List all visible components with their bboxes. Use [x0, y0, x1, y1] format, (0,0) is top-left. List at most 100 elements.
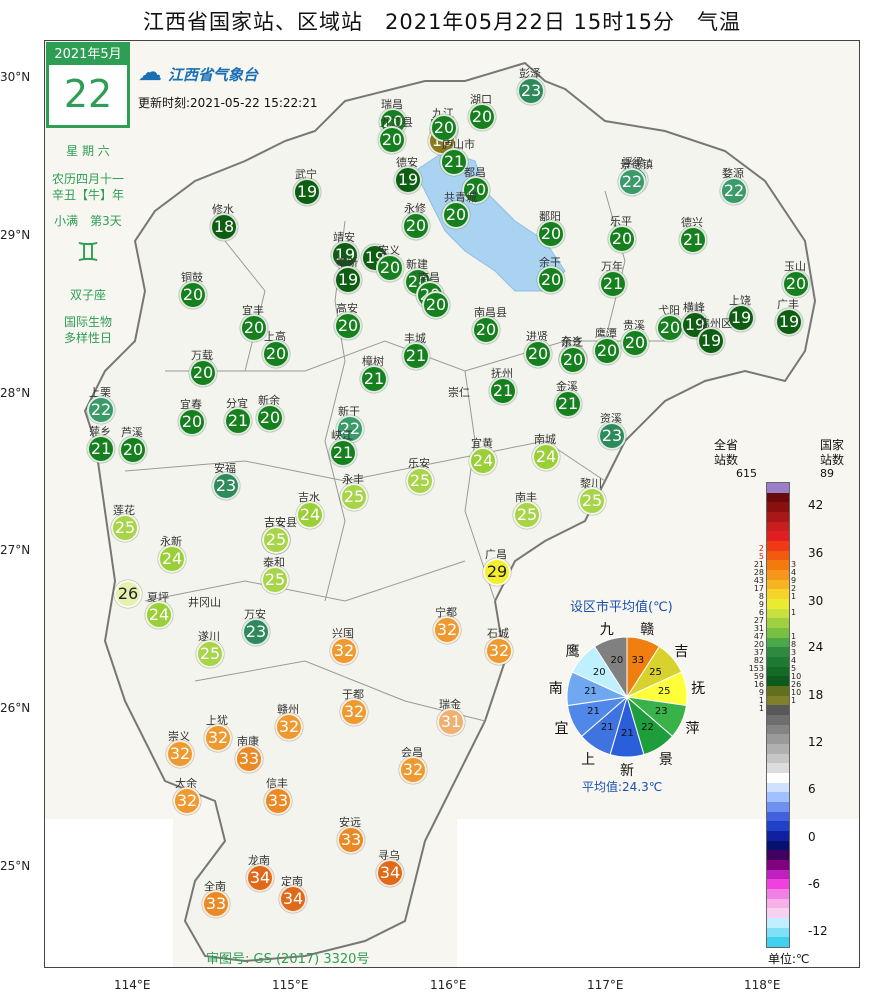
- station-temp-marker[interactable]: 21: [360, 365, 388, 393]
- station-temp-marker[interactable]: 21: [87, 435, 115, 463]
- station-temp-marker[interactable]: 20: [524, 340, 552, 368]
- station-temp-marker[interactable]: 32: [204, 724, 232, 752]
- station-temp-marker[interactable]: 19: [394, 166, 422, 194]
- station-temp-marker[interactable]: 20: [430, 114, 458, 142]
- station-temp-marker[interactable]: 21: [679, 226, 707, 254]
- station-temp-marker[interactable]: 32: [166, 740, 194, 768]
- station-temp-marker[interactable]: 20: [240, 314, 268, 342]
- station-temp-marker[interactable]: 34: [279, 885, 307, 913]
- station-temp-marker[interactable]: 25: [196, 640, 224, 668]
- station-temp-marker[interactable]: 23: [242, 618, 270, 646]
- station-temp-marker[interactable]: 22: [720, 177, 748, 205]
- station-temp-marker[interactable]: 33: [264, 787, 292, 815]
- station-temp-marker[interactable]: 26: [114, 580, 142, 608]
- station-temp-marker[interactable]: 20: [537, 266, 565, 294]
- station-temp-marker[interactable]: 20: [559, 346, 587, 374]
- station-temp-marker[interactable]: 23: [212, 472, 240, 500]
- station-temp-marker[interactable]: 34: [246, 864, 274, 892]
- pie-slice-label-0: 赣: [640, 621, 655, 638]
- pie-slice-label-5: 新: [620, 763, 634, 779]
- color-scale-step: [767, 550, 789, 561]
- station-temp-marker[interactable]: 22: [87, 396, 115, 424]
- color-scale-step: [767, 802, 789, 813]
- station-name-68: 莲花: [113, 504, 135, 517]
- station-temp-marker[interactable]: 33: [202, 890, 230, 918]
- station-temp-marker[interactable]: 21: [224, 407, 252, 435]
- station-temp-marker[interactable]: 18: [210, 213, 238, 241]
- station-name-94: 定南: [281, 875, 303, 888]
- station-name-12: 景德镇: [620, 158, 653, 171]
- station-temp-marker[interactable]: 20: [262, 340, 290, 368]
- station-temp-marker[interactable]: 20: [462, 176, 490, 204]
- station-temp-marker[interactable]: 20: [376, 254, 404, 282]
- station-temp-marker[interactable]: 19: [727, 304, 755, 332]
- station-temp-marker[interactable]: 32: [330, 637, 358, 665]
- station-temp-marker[interactable]: 32: [340, 698, 368, 726]
- station-temp-marker[interactable]: 32: [399, 756, 427, 784]
- station-temp-marker[interactable]: 20: [537, 220, 565, 248]
- station-temp-marker[interactable]: 20: [378, 126, 406, 154]
- station-temp-marker[interactable]: 20: [593, 337, 621, 365]
- station-temp-marker[interactable]: 20: [782, 270, 810, 298]
- station-temp-marker[interactable]: 25: [578, 487, 606, 515]
- station-temp-marker[interactable]: 20: [402, 212, 430, 240]
- station-temp-marker[interactable]: 24: [145, 601, 173, 629]
- legend-tick-label: 36: [808, 546, 824, 560]
- station-temp-marker[interactable]: 33: [337, 826, 365, 854]
- station-temp-marker[interactable]: 19: [681, 311, 709, 339]
- station-temp-marker[interactable]: 20: [179, 281, 207, 309]
- station-temp-marker[interactable]: 25: [406, 467, 434, 495]
- station-temp-marker[interactable]: 25: [111, 514, 139, 542]
- station-name-8: 德安: [396, 156, 418, 169]
- station-temp-marker[interactable]: 33: [235, 745, 263, 773]
- station-temp-marker[interactable]: 19: [334, 266, 362, 294]
- station-temp-marker[interactable]: 25: [261, 566, 289, 594]
- station-temp-marker[interactable]: 34: [376, 859, 404, 887]
- station-temp-marker[interactable]: 19: [697, 327, 725, 355]
- station-temp-marker[interactable]: 21: [440, 148, 468, 176]
- station-temp-marker[interactable]: 19: [293, 178, 321, 206]
- station-temp-marker[interactable]: 20: [442, 201, 470, 229]
- station-temp-marker[interactable]: 20: [422, 291, 450, 319]
- station-temp-marker[interactable]: 32: [433, 616, 461, 644]
- station-temp-marker[interactable]: 20: [656, 314, 684, 342]
- station-temp-marker[interactable]: 21: [599, 270, 627, 298]
- station-temp-marker[interactable]: 31: [437, 708, 465, 736]
- station-temp-marker[interactable]: 23: [598, 422, 626, 450]
- station-temp-marker[interactable]: 24: [296, 501, 324, 529]
- station-temp-marker[interactable]: 32: [485, 637, 513, 665]
- station-temp-marker[interactable]: 21: [554, 390, 582, 418]
- station-temp-marker[interactable]: 19: [775, 308, 803, 336]
- station-temp-marker[interactable]: 25: [262, 526, 290, 554]
- station-temp-marker[interactable]: 25: [513, 501, 541, 529]
- color-scale-step: [767, 618, 789, 629]
- legend-national-count: 8: [791, 640, 797, 649]
- station-temp-marker[interactable]: 20: [178, 408, 206, 436]
- station-temp-marker[interactable]: 20: [189, 359, 217, 387]
- station-name-60: 宜黄: [471, 437, 493, 450]
- station-temp-marker[interactable]: 21: [489, 377, 517, 405]
- station-temp-marker[interactable]: 24: [469, 447, 497, 475]
- station-temp-marker[interactable]: 22: [336, 415, 364, 443]
- station-temp-marker[interactable]: 22: [618, 168, 646, 196]
- station-temp-marker[interactable]: 20: [608, 225, 636, 253]
- station-temp-marker[interactable]: 32: [173, 787, 201, 815]
- legend-province-count: 82: [753, 656, 764, 665]
- station-temp-marker[interactable]: 25: [340, 483, 368, 511]
- station-name-37: 上饶: [729, 294, 751, 307]
- station-temp-marker[interactable]: 24: [158, 545, 186, 573]
- station-temp-marker[interactable]: 20: [468, 103, 496, 131]
- station-temp-marker[interactable]: 20: [256, 404, 284, 432]
- station-temp-marker[interactable]: 21: [329, 439, 357, 467]
- station-temp-marker[interactable]: 21: [402, 342, 430, 370]
- station-temp-marker[interactable]: 32: [275, 713, 303, 741]
- station-temp-marker[interactable]: 20: [472, 316, 500, 344]
- pie-title: 设区市平均值(℃): [570, 600, 673, 615]
- station-temp-marker[interactable]: 29: [483, 558, 511, 586]
- station-temp-marker[interactable]: 20: [119, 436, 147, 464]
- station-temp-marker[interactable]: 24: [532, 443, 560, 471]
- station-temp-marker[interactable]: 23: [517, 77, 545, 105]
- station-temp-marker[interactable]: 20: [334, 312, 362, 340]
- station-name-46: 万载: [191, 349, 213, 362]
- station-temp-marker[interactable]: 20: [621, 329, 649, 357]
